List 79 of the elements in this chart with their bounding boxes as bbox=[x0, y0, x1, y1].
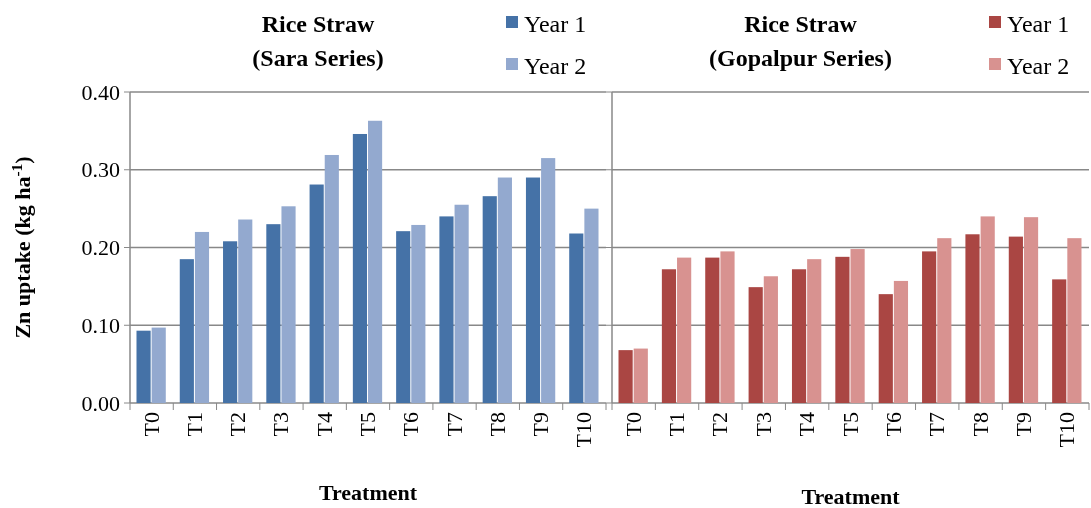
x-tick-label: T7 bbox=[924, 412, 950, 437]
bar bbox=[893, 280, 909, 403]
bar bbox=[368, 120, 383, 403]
bar bbox=[1023, 217, 1039, 403]
x-tick-label: T0 bbox=[138, 412, 164, 437]
bar bbox=[497, 177, 512, 403]
chart-title: Rice Straw (Gopalpur Series) bbox=[709, 11, 892, 71]
bar bbox=[618, 350, 633, 403]
bar bbox=[454, 204, 469, 403]
legend-label: Year 2 bbox=[524, 53, 587, 80]
x-tick-label: T9 bbox=[528, 412, 554, 437]
x-tick-label: T3 bbox=[268, 412, 294, 437]
bar bbox=[439, 216, 454, 403]
x-axis-title: Treatment bbox=[801, 484, 901, 508]
bar bbox=[850, 249, 865, 403]
bar bbox=[965, 234, 980, 403]
bar bbox=[763, 276, 778, 403]
bar bbox=[677, 257, 692, 403]
bar bbox=[482, 196, 497, 403]
bar bbox=[584, 208, 599, 403]
bar bbox=[705, 257, 720, 403]
x-tick-label: T3 bbox=[750, 412, 776, 437]
bar bbox=[352, 133, 367, 403]
bar bbox=[569, 233, 584, 403]
bar bbox=[324, 154, 339, 403]
bar bbox=[922, 251, 937, 403]
bar bbox=[807, 259, 822, 403]
bar bbox=[980, 216, 995, 403]
legend-label: Year 1 bbox=[1007, 11, 1070, 38]
bar bbox=[835, 256, 850, 403]
x-tick-label: T4 bbox=[794, 412, 820, 437]
bar bbox=[396, 231, 411, 403]
bar bbox=[1052, 279, 1067, 403]
bar bbox=[309, 184, 324, 403]
x-tick-label: T10 bbox=[1054, 412, 1080, 448]
x-tick-label: T2 bbox=[707, 412, 733, 437]
bar bbox=[633, 348, 648, 403]
x-tick-label: T6 bbox=[880, 412, 906, 437]
bar bbox=[791, 269, 807, 403]
x-tick-label: T6 bbox=[398, 412, 424, 437]
y-tick-label: 0.30 bbox=[81, 157, 120, 183]
y-tick-label: 0.20 bbox=[81, 235, 120, 261]
chart-title: Rice Straw (Sara Series) bbox=[252, 11, 384, 71]
y-tick-label: 0.40 bbox=[81, 79, 120, 105]
x-axis-title: Treatment bbox=[318, 480, 418, 505]
bar bbox=[1067, 238, 1082, 403]
x-tick-label: T8 bbox=[484, 412, 510, 437]
bar bbox=[878, 294, 893, 403]
bar bbox=[1008, 236, 1023, 403]
bar bbox=[525, 177, 541, 403]
x-tick-label: T9 bbox=[1010, 412, 1036, 437]
x-tick-label: T1 bbox=[181, 412, 207, 437]
legend-label: Year 1 bbox=[524, 11, 587, 38]
y-tick-label: 0.10 bbox=[81, 312, 120, 338]
bar bbox=[151, 327, 166, 403]
bar bbox=[179, 259, 194, 403]
bar bbox=[411, 224, 426, 403]
x-tick-label: T5 bbox=[837, 412, 863, 437]
x-tick-label: T5 bbox=[355, 412, 380, 437]
bar bbox=[748, 287, 763, 403]
x-tick-label: T7 bbox=[441, 412, 467, 437]
bar bbox=[661, 269, 677, 403]
x-tick-label: T4 bbox=[311, 412, 337, 437]
bar bbox=[937, 238, 952, 403]
bar bbox=[194, 231, 210, 403]
bar bbox=[281, 206, 296, 403]
bar bbox=[266, 224, 281, 403]
y-tick-label: 0.00 bbox=[81, 390, 120, 416]
x-tick-label: T8 bbox=[967, 412, 993, 437]
x-tick-label: T1 bbox=[664, 412, 690, 437]
bar bbox=[238, 219, 253, 403]
bar bbox=[223, 241, 238, 403]
x-tick-label: T2 bbox=[225, 412, 251, 437]
x-tick-label: T10 bbox=[571, 412, 597, 448]
x-tick-label: T0 bbox=[620, 412, 646, 437]
legend-label: Year 2 bbox=[1007, 53, 1070, 80]
bar bbox=[720, 251, 735, 403]
bar bbox=[136, 330, 151, 403]
bar bbox=[541, 158, 556, 403]
